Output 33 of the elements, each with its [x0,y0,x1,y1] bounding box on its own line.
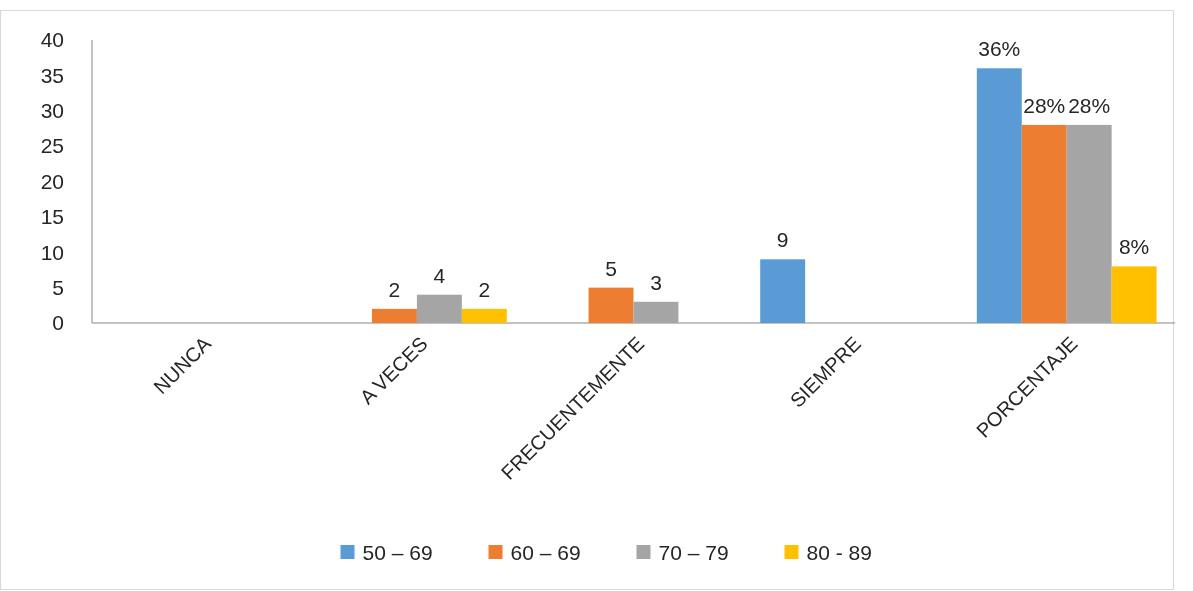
bar [976,68,1022,323]
bar [633,301,679,323]
data-label: 28% [1023,93,1066,117]
data-label: 2 [388,277,401,301]
data-label: 4 [433,263,446,287]
y-tick-label: 25 [40,134,64,158]
legend-label: 80 - 89 [806,541,872,565]
bar [416,294,462,323]
bar [588,287,634,323]
y-tick-label: 40 [40,28,64,52]
y-tick-label: 0 [52,311,64,335]
data-label: 36% [978,37,1021,61]
bar [760,259,806,323]
data-label: 28% [1068,93,1111,117]
y-tick-label: 35 [40,63,64,87]
y-tick-label: 20 [40,169,64,193]
data-label: 8% [1118,235,1150,259]
data-label: 9 [776,228,789,252]
y-tick-label: 30 [40,99,64,123]
bar [1021,124,1067,323]
data-label: 2 [478,277,491,301]
legend-label: 70 – 79 [658,541,729,565]
data-label: 3 [650,270,662,294]
y-tick-label: 10 [40,240,64,264]
legend-label: 60 – 69 [510,541,581,565]
bar [1066,124,1112,323]
bar [371,308,417,323]
y-tick-label: 5 [52,275,64,299]
y-tick-label: 15 [40,205,64,229]
bar [1111,266,1157,323]
legend-label: 50 – 69 [362,541,433,565]
data-label: 5 [605,256,617,280]
bar [461,308,507,323]
